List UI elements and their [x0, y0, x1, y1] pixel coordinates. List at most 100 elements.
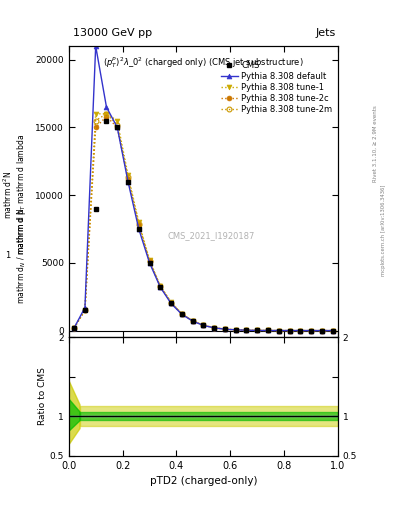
- CMS: [126, 179, 130, 185]
- Text: Jets: Jets: [316, 28, 336, 38]
- Pythia 8.308 tune-1: [244, 327, 249, 333]
- Pythia 8.308 default: [126, 179, 130, 185]
- Pythia 8.308 default: [158, 284, 163, 290]
- Pythia 8.308 tune-2m: [255, 327, 260, 333]
- Pythia 8.308 tune-2m: [104, 111, 109, 117]
- Pythia 8.308 default: [104, 104, 109, 110]
- Pythia 8.308 tune-2c: [276, 328, 281, 334]
- Pythia 8.308 tune-2c: [298, 328, 303, 334]
- Pythia 8.308 tune-1: [201, 322, 206, 328]
- Pythia 8.308 tune-1: [147, 257, 152, 263]
- Pythia 8.308 tune-2c: [136, 222, 141, 228]
- Pythia 8.308 tune-2m: [330, 328, 335, 334]
- CMS: [276, 328, 281, 334]
- Text: mathrm d$^2$N: mathrm d$^2$N: [2, 170, 14, 219]
- Pythia 8.308 tune-2c: [255, 327, 260, 333]
- Pythia 8.308 tune-2m: [147, 258, 152, 264]
- Pythia 8.308 tune-2m: [136, 221, 141, 227]
- Pythia 8.308 tune-1: [309, 328, 314, 334]
- Pythia 8.308 tune-1: [222, 326, 227, 332]
- Pythia 8.308 tune-2c: [212, 325, 217, 331]
- CMS: [147, 260, 152, 266]
- Pythia 8.308 tune-1: [83, 307, 87, 313]
- Pythia 8.308 default: [222, 326, 227, 332]
- Text: $(p_T^P)^2\lambda\_0^2$ (charged only) (CMS jet substructure): $(p_T^P)^2\lambda\_0^2$ (charged only) (…: [103, 55, 304, 70]
- CMS: [233, 327, 238, 333]
- Pythia 8.308 tune-1: [94, 111, 98, 117]
- Pythia 8.308 tune-2c: [287, 328, 292, 334]
- Pythia 8.308 tune-2c: [115, 124, 119, 131]
- Pythia 8.308 tune-1: [276, 328, 281, 334]
- Pythia 8.308 tune-2c: [233, 327, 238, 333]
- Pythia 8.308 tune-2c: [94, 124, 98, 131]
- Pythia 8.308 tune-2m: [222, 326, 227, 332]
- Pythia 8.308 tune-2m: [287, 328, 292, 334]
- Pythia 8.308 tune-1: [169, 299, 173, 305]
- Pythia 8.308 tune-2m: [276, 328, 281, 334]
- CMS: [222, 326, 227, 332]
- Pythia 8.308 tune-2m: [158, 283, 163, 289]
- X-axis label: pTD2 (charged-only): pTD2 (charged-only): [150, 476, 257, 486]
- Pythia 8.308 tune-2c: [320, 328, 324, 334]
- Pythia 8.308 tune-1: [298, 328, 303, 334]
- Y-axis label: Ratio to CMS: Ratio to CMS: [38, 368, 47, 425]
- Pythia 8.308 default: [72, 325, 77, 331]
- Pythia 8.308 tune-2c: [104, 114, 109, 120]
- CMS: [244, 327, 249, 333]
- Text: Rivet 3.1.10, ≥ 2.9M events: Rivet 3.1.10, ≥ 2.9M events: [373, 105, 378, 182]
- Text: mcplots.cern.ch [arXiv:1306.3436]: mcplots.cern.ch [arXiv:1306.3436]: [381, 185, 386, 276]
- Pythia 8.308 tune-2m: [244, 327, 249, 333]
- Pythia 8.308 tune-2c: [222, 326, 227, 332]
- Pythia 8.308 tune-1: [287, 328, 292, 334]
- CMS: [190, 318, 195, 324]
- Pythia 8.308 default: [180, 311, 184, 317]
- Pythia 8.308 tune-1: [115, 118, 119, 124]
- Legend: CMS, Pythia 8.308 default, Pythia 8.308 tune-1, Pythia 8.308 tune-2c, Pythia 8.3: CMS, Pythia 8.308 default, Pythia 8.308 …: [219, 59, 334, 116]
- Pythia 8.308 default: [94, 43, 98, 49]
- Pythia 8.308 tune-1: [104, 111, 109, 117]
- CMS: [309, 328, 314, 334]
- Pythia 8.308 default: [233, 327, 238, 333]
- Pythia 8.308 tune-2c: [158, 284, 163, 290]
- Pythia 8.308 default: [298, 328, 303, 334]
- Pythia 8.308 default: [169, 301, 173, 307]
- CMS: [298, 328, 303, 334]
- Line: Pythia 8.308 tune-1: Pythia 8.308 tune-1: [72, 112, 335, 333]
- CMS: [104, 118, 109, 124]
- Pythia 8.308 tune-2m: [266, 327, 270, 333]
- Pythia 8.308 default: [244, 327, 249, 333]
- Text: 13000 GeV pp: 13000 GeV pp: [73, 28, 152, 38]
- Pythia 8.308 tune-1: [266, 327, 270, 333]
- Pythia 8.308 default: [201, 323, 206, 329]
- Text: mathrm d p$_T$ mathrm d lambda: mathrm d p$_T$ mathrm d lambda: [15, 134, 28, 255]
- Pythia 8.308 tune-2m: [233, 327, 238, 333]
- Pythia 8.308 tune-2m: [190, 318, 195, 324]
- Pythia 8.308 tune-2m: [180, 311, 184, 317]
- Text: CMS_2021_I1920187: CMS_2021_I1920187: [168, 231, 255, 240]
- Pythia 8.308 tune-2m: [126, 175, 130, 181]
- Pythia 8.308 tune-2m: [72, 325, 77, 331]
- Pythia 8.308 tune-1: [158, 283, 163, 289]
- Line: Pythia 8.308 tune-2m: Pythia 8.308 tune-2m: [72, 112, 335, 333]
- CMS: [255, 327, 260, 333]
- Pythia 8.308 default: [212, 325, 217, 331]
- Pythia 8.308 tune-1: [136, 219, 141, 225]
- Pythia 8.308 tune-2m: [94, 118, 98, 124]
- Pythia 8.308 tune-2m: [169, 300, 173, 306]
- Pythia 8.308 tune-1: [255, 327, 260, 333]
- Line: Pythia 8.308 tune-2c: Pythia 8.308 tune-2c: [72, 114, 335, 333]
- CMS: [169, 301, 173, 307]
- Pythia 8.308 tune-2c: [244, 327, 249, 333]
- Pythia 8.308 tune-2c: [309, 328, 314, 334]
- CMS: [330, 328, 335, 334]
- CMS: [266, 327, 270, 333]
- Pythia 8.308 tune-2m: [298, 328, 303, 334]
- Line: CMS: CMS: [72, 118, 335, 333]
- CMS: [72, 325, 77, 331]
- Pythia 8.308 default: [136, 226, 141, 232]
- CMS: [158, 284, 163, 290]
- CMS: [83, 307, 87, 313]
- Pythia 8.308 tune-2m: [115, 121, 119, 127]
- CMS: [287, 328, 292, 334]
- Text: mathrm d$_N$ / mathrm d N: mathrm d$_N$ / mathrm d N: [15, 208, 28, 304]
